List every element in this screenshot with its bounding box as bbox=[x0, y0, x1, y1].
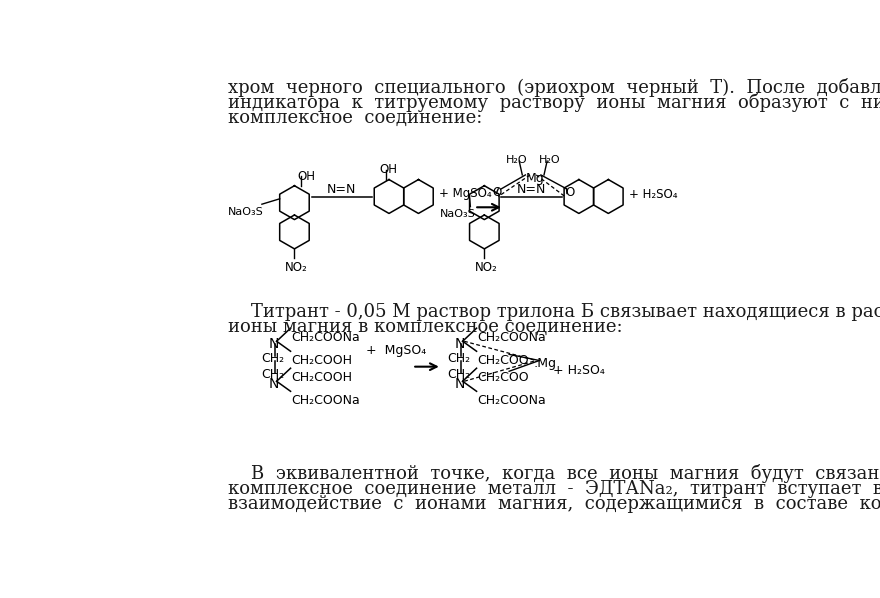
Text: N: N bbox=[455, 337, 466, 352]
Text: взаимодействие  с  ионами  магния,  содержащимися  в  составе  комплекса  металл: взаимодействие с ионами магния, содержащ… bbox=[228, 495, 880, 513]
Text: CH₂: CH₂ bbox=[261, 368, 284, 381]
Text: CH₂COONa: CH₂COONa bbox=[477, 331, 546, 344]
Text: N: N bbox=[455, 377, 466, 392]
Text: :Mg: :Mg bbox=[533, 358, 556, 370]
Text: NaO₃S: NaO₃S bbox=[439, 209, 475, 219]
Text: CH₂: CH₂ bbox=[261, 352, 284, 365]
Text: CH₂: CH₂ bbox=[447, 368, 470, 381]
Text: хром  черного  специального  (эриохром  черный  Т).  После  добавления: хром черного специального (эриохром черн… bbox=[228, 78, 880, 97]
Text: H₂O: H₂O bbox=[506, 155, 528, 165]
Text: +  MgSO₄: + MgSO₄ bbox=[366, 344, 426, 358]
Text: CH₂COOH: CH₂COOH bbox=[291, 355, 352, 367]
Text: OH: OH bbox=[379, 163, 398, 176]
Text: CH₂: CH₂ bbox=[447, 352, 470, 365]
Text: CH₂COONa: CH₂COONa bbox=[291, 331, 360, 344]
Text: CH₂COONa: CH₂COONa bbox=[477, 395, 546, 407]
Text: NO₂: NO₂ bbox=[285, 261, 308, 274]
Text: NO₂: NO₂ bbox=[475, 261, 498, 274]
Text: CH₂COOH: CH₂COOH bbox=[291, 371, 352, 385]
Text: CH₂COO: CH₂COO bbox=[477, 371, 529, 385]
Text: CH₂COO: CH₂COO bbox=[477, 355, 529, 367]
Text: CH₂COONa: CH₂COONa bbox=[291, 395, 360, 407]
Text: + H₂SO₄: + H₂SO₄ bbox=[629, 188, 678, 201]
Text: O: O bbox=[492, 186, 502, 199]
Text: Mg: Mg bbox=[525, 172, 544, 185]
Text: + H₂SO₄: + H₂SO₄ bbox=[554, 364, 605, 377]
Text: N: N bbox=[269, 337, 279, 352]
Text: N=N: N=N bbox=[327, 183, 356, 196]
Text: N=N: N=N bbox=[517, 183, 546, 196]
Text: OH: OH bbox=[297, 170, 316, 182]
Text: комплексное  соединение:: комплексное соединение: bbox=[228, 109, 482, 127]
Text: N: N bbox=[269, 377, 279, 392]
Text: + MgSO₄: + MgSO₄ bbox=[439, 187, 492, 200]
Text: O: O bbox=[565, 186, 574, 199]
Text: ионы магния в комплексное соединение:: ионы магния в комплексное соединение: bbox=[228, 318, 622, 336]
Text: Титрант - 0,05 М раствор трилона Б связывает находящиеся в растворе: Титрант - 0,05 М раствор трилона Б связы… bbox=[228, 303, 880, 321]
Text: NaO₃S: NaO₃S bbox=[228, 206, 263, 216]
Text: комплексное  соединение  металл  -  ЭДТАNa₂,  титрант  вступает  во: комплексное соединение металл - ЭДТАNa₂,… bbox=[228, 480, 880, 498]
Text: индикатора  к  титруемому  раствору  ионы  магния  образуют  с  ним  непрочное: индикатора к титруемому раствору ионы ма… bbox=[228, 93, 880, 112]
Text: В  эквивалентной  точке,  когда  все  ионы  магния  будут  связаны  в: В эквивалентной точке, когда все ионы ма… bbox=[228, 465, 880, 483]
Text: H₂O: H₂O bbox=[539, 155, 561, 165]
